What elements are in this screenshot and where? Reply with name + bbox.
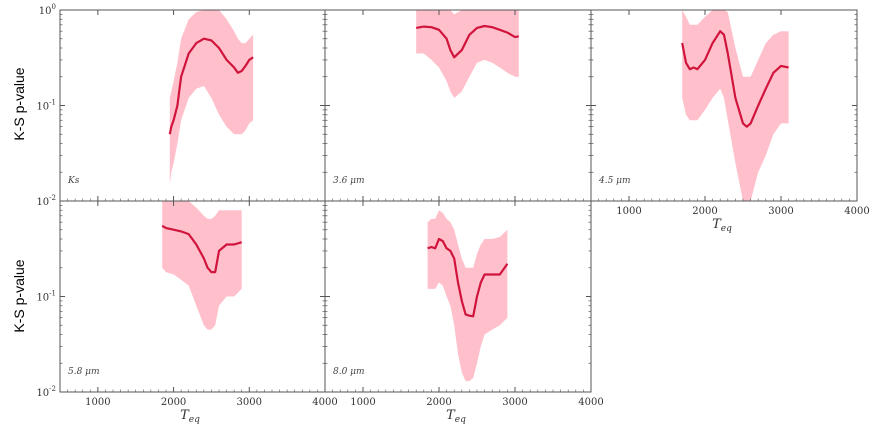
band-label: 3.6 μm — [333, 176, 365, 186]
y-tick-label-base: 10 — [36, 102, 49, 113]
panel-3p6um: 3.6 μm — [324, 9, 592, 202]
confidence-band — [169, 10, 254, 185]
panel-4p5um: 1000 2000 3000 4000 4.5 μm — [590, 9, 870, 217]
y-axis-label-bottom: K-S p-value — [11, 259, 27, 332]
x-tick-label: 1000 — [350, 397, 375, 408]
y-tick-label-exponent: -1 — [49, 99, 56, 107]
x-axis-label-sub: eq — [455, 415, 466, 425]
y-tick-label-base: 10 — [36, 197, 49, 208]
band-label: 8.0 μm — [333, 367, 365, 377]
band-label: Ks — [67, 176, 80, 186]
x-tick-label: 4000 — [844, 206, 869, 217]
y-tick-label: 10-2 — [36, 385, 56, 399]
series-line — [416, 24, 520, 59]
y-tick-label-exponent: -1 — [49, 290, 56, 298]
y-tick-label-base: 10 — [39, 6, 52, 17]
x-axis-label-panel-2: Teq — [712, 217, 732, 234]
x-axis-label-sub: eq — [189, 415, 200, 425]
y-tick-label: 100 — [39, 3, 56, 17]
y-tick-label-base: 10 — [36, 388, 49, 399]
band-label: 5.8 μm — [68, 367, 100, 377]
y-tick-label-exponent: -2 — [49, 194, 56, 202]
series-line — [161, 224, 243, 274]
y-tick-label-exponent: -2 — [49, 385, 56, 393]
panel-8p0um: 1000 2000 3000 4000 8.0 μm — [324, 200, 604, 408]
x-axis-label-panel-3: Teq — [180, 408, 200, 425]
band-label: 4.5 μm — [598, 176, 631, 186]
confidence-band — [427, 210, 508, 382]
x-tick-label: 2000 — [161, 397, 186, 408]
y-tick-label-base: 10 — [36, 293, 49, 304]
y-tick-label: 10-2 — [36, 194, 56, 208]
series-line — [681, 30, 789, 128]
confidence-band — [682, 10, 789, 201]
x-tick-label: 3000 — [768, 206, 793, 217]
confidence-band — [416, 10, 519, 98]
x-tick-label: 4000 — [578, 397, 603, 408]
y-tick-label: 10-1 — [36, 99, 56, 113]
x-tick-label: 1000 — [616, 206, 641, 217]
x-tick-label: 2000 — [426, 397, 451, 408]
x-axis-label-main: T — [712, 217, 722, 232]
x-tick-label: 4000 — [312, 397, 337, 408]
series-line — [427, 237, 509, 318]
x-tick-label: 3000 — [237, 397, 262, 408]
x-axis-label-main: T — [446, 408, 456, 423]
x-tick-label: 2000 — [692, 206, 717, 217]
series-line — [168, 37, 254, 135]
y-tick-label-exponent: 0 — [52, 3, 56, 11]
x-axis-label-main: T — [180, 408, 190, 423]
y-tick-label: 10-1 — [36, 290, 56, 304]
confidence-band — [162, 201, 242, 330]
x-axis-label-panel-4: Teq — [446, 408, 466, 425]
x-axis-label-sub: eq — [721, 224, 732, 234]
x-tick-label: 3000 — [502, 397, 527, 408]
y-axis-label-top: K-S p-value — [11, 67, 27, 140]
x-tick-label: 1000 — [85, 397, 110, 408]
